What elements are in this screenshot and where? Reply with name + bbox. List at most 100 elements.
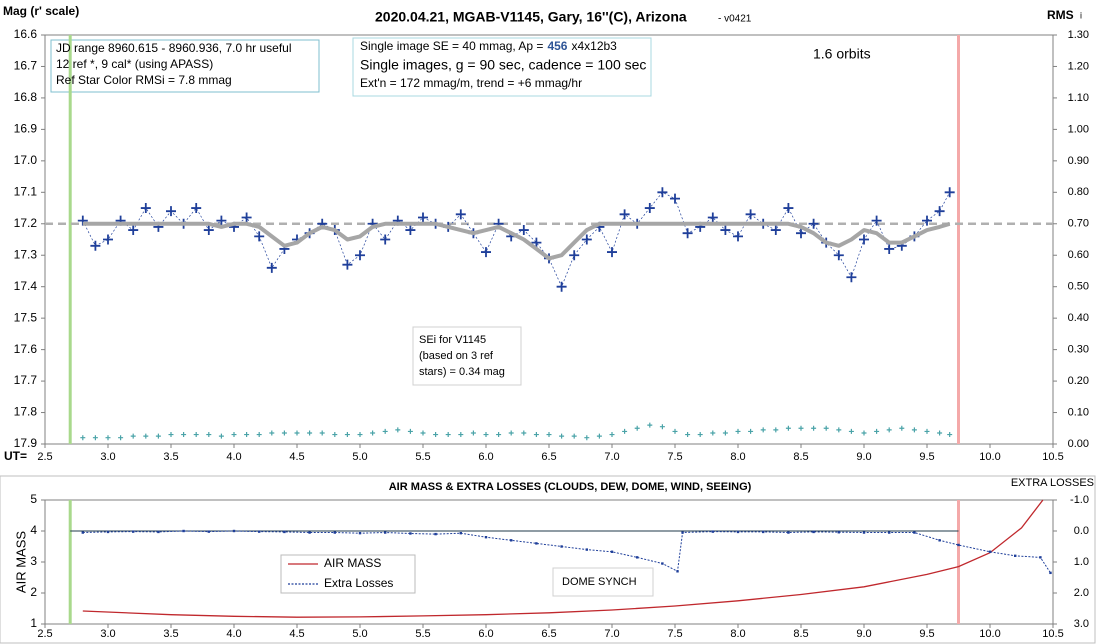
rms-point	[206, 432, 212, 438]
rms-point	[344, 432, 350, 438]
y2-tick-label: 0.50	[1068, 281, 1089, 293]
series-point	[308, 531, 311, 534]
series-point	[957, 543, 960, 547]
lower-y2-label: EXTRA LOSSES	[1011, 477, 1094, 489]
rms-point	[445, 432, 451, 438]
series-point	[661, 562, 664, 565]
rms-point	[433, 432, 439, 438]
sei-line: SEi for V1145	[419, 334, 486, 346]
info-box	[50, 39, 320, 93]
data-point	[745, 209, 756, 220]
rms-point	[231, 432, 237, 438]
x-tick-label: 6.5	[541, 451, 556, 463]
lower-title: AIR MASS & EXTRA LOSSES (CLOUDS, DEW, DO…	[389, 481, 752, 493]
x-tick-label: 10.0	[979, 628, 1000, 640]
y2-tick-label: 0.30	[1068, 344, 1089, 356]
data-point	[455, 209, 466, 220]
rms-point	[92, 435, 98, 441]
setup-line: Single image SE = 40 mmag, Ap = 456 x4x12b…	[360, 39, 617, 53]
y-tick-label: 5	[30, 492, 37, 506]
data-point	[531, 237, 542, 248]
series-point	[913, 531, 916, 534]
series-line	[82, 499, 1044, 618]
x-tick-label: 8.5	[793, 451, 808, 463]
y2-tick-label: 0.10	[1068, 406, 1089, 418]
x-axis-label: UT=	[4, 449, 27, 463]
series-point	[862, 531, 866, 534]
y-tick-label: 17.9	[14, 436, 38, 450]
data-point	[380, 234, 391, 245]
data-point	[191, 203, 202, 214]
x-tick-label: 4.0	[226, 628, 241, 640]
data-point	[644, 203, 655, 214]
series-point	[358, 531, 362, 535]
chart-title: 2020.04.21, MGAB-V1145, Gary, 16''(C), A…	[375, 9, 687, 25]
y2-tick-label: 0.80	[1068, 186, 1089, 198]
series-point	[535, 542, 538, 545]
rms-point	[155, 433, 161, 439]
x-tick-label: 4.5	[289, 628, 304, 640]
y-tick-label: 17.8	[14, 405, 38, 419]
data-point	[581, 234, 592, 245]
data-point	[770, 225, 781, 236]
data-point	[556, 281, 567, 292]
x-tick-label: 6.5	[541, 628, 556, 640]
rms-point	[395, 427, 401, 433]
x-tick-label: 7.0	[604, 451, 619, 463]
x-tick-label: 4.0	[226, 451, 241, 463]
data-point	[670, 193, 680, 204]
rms-point	[118, 435, 124, 441]
y2-tick-label: -1.0	[1070, 494, 1089, 506]
rms-point	[647, 422, 653, 428]
rms-point	[218, 433, 224, 439]
data-point	[884, 243, 895, 254]
rms-point	[899, 425, 905, 431]
data-point	[254, 231, 265, 242]
rms-point	[382, 428, 388, 434]
rms-point	[80, 435, 86, 441]
y2-tick-label: 0.00	[1068, 438, 1089, 450]
series-point	[988, 550, 992, 553]
data-point	[733, 231, 743, 242]
x-tick-label: 4.5	[289, 451, 304, 463]
x-tick-label: 3.0	[100, 451, 115, 463]
setup-line: Ext'n = 172 mmag/m, trend = +6 mmag/hr	[360, 76, 582, 90]
data-point	[405, 225, 416, 236]
rms-point	[798, 425, 804, 431]
x-tick-label: 5.5	[415, 451, 430, 463]
rms-point	[937, 430, 943, 436]
series-point	[1049, 571, 1052, 575]
series-point	[762, 530, 765, 534]
rms-point	[357, 432, 363, 438]
y-tick-label: 17.0	[14, 153, 38, 167]
y2-tick-label: 1.0	[1074, 556, 1089, 568]
series-point	[1014, 554, 1017, 557]
series-line	[82, 530, 1051, 574]
series-point	[1039, 556, 1042, 559]
y2-tick-label: 3.0	[1074, 618, 1089, 630]
y2-tick-label: 1.30	[1068, 29, 1089, 41]
x-tick-label: 9.0	[856, 628, 871, 640]
y-tick-label: 17.5	[14, 310, 38, 324]
data-point	[481, 247, 491, 258]
data-point	[859, 234, 869, 245]
x-tick-label: 5.5	[415, 628, 430, 640]
data-point	[203, 225, 214, 236]
y-tick-label: 16.8	[14, 90, 38, 104]
rms-point	[710, 430, 716, 436]
data-point	[944, 187, 955, 198]
plot-frame	[44, 499, 1054, 625]
setup-box	[352, 37, 652, 97]
rms-point	[420, 430, 426, 436]
data-point	[783, 203, 794, 214]
y-tick-label: 17.7	[14, 373, 38, 387]
rms-point	[281, 430, 287, 436]
x-tick-label: 2.5	[37, 451, 52, 463]
y-tick-label: 17.4	[14, 279, 38, 293]
y2-tick-label: 0.60	[1068, 249, 1089, 261]
rms-point	[697, 432, 703, 438]
series-point	[560, 545, 563, 548]
rms-point	[634, 425, 640, 431]
rms-point	[496, 432, 502, 438]
